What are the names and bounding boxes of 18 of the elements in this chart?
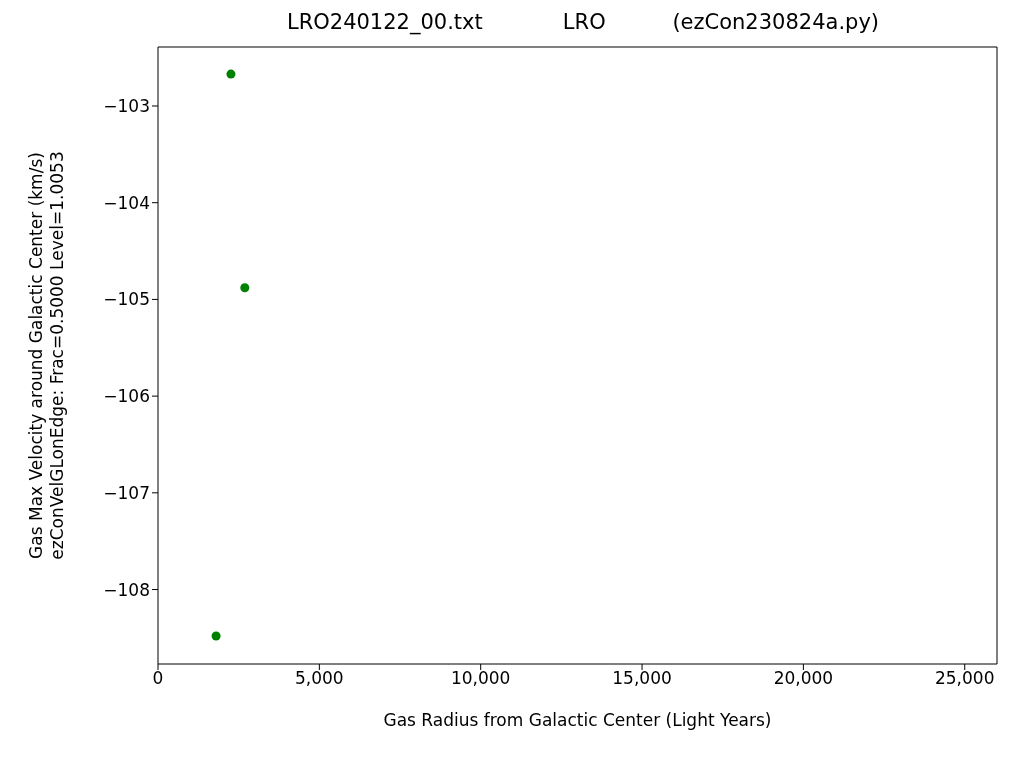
y-tick-label: −103 bbox=[103, 96, 150, 117]
y-tick-label: −107 bbox=[103, 482, 150, 503]
point bbox=[226, 69, 236, 79]
x-tick-label: 10,000 bbox=[450, 668, 511, 689]
y-tick-label: −108 bbox=[103, 579, 150, 600]
x-axis-title: Gas Radius from Galactic Center (Light Years) bbox=[383, 710, 772, 730]
point bbox=[240, 283, 250, 293]
y-axis-title: Gas Max Velocity around Galactic Center (km/s) ezConVelGLonEdge: Frac=0.5000 Level=1.0053 bbox=[26, 151, 67, 560]
y-tick-label: −104 bbox=[103, 192, 150, 213]
x-tick-label: 5,000 bbox=[295, 668, 344, 689]
x-tick-label: 20,000 bbox=[773, 668, 834, 689]
chart-title: LRO240122_00.txt LRO (ezCon230824a.py) bbox=[285, 10, 881, 34]
x-tick-label: 0 bbox=[152, 668, 164, 689]
x-tick-label: 15,000 bbox=[612, 668, 672, 689]
x-tick-label: 25,000 bbox=[934, 668, 995, 689]
y-tick-label: −105 bbox=[103, 289, 150, 310]
point bbox=[211, 631, 221, 641]
y-tick-label: −106 bbox=[103, 386, 150, 407]
